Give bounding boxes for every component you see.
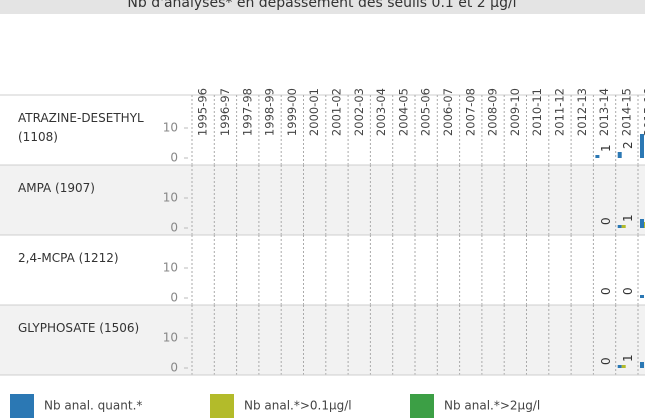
bar <box>617 365 622 368</box>
bar <box>621 225 626 228</box>
row-label-box: AMPA (1907) <box>18 181 95 195</box>
column-label: 2007-08 <box>463 88 477 136</box>
column-label: 2003-04 <box>374 88 388 136</box>
data-label: 1 <box>599 144 613 152</box>
legend-label: Nb anal.*>0.1µg/l <box>244 399 352 413</box>
column-label: 2008-09 <box>486 88 500 136</box>
column-label: 2006-07 <box>441 88 455 136</box>
column-label: 2001-02 <box>329 88 343 136</box>
title-band <box>0 0 645 14</box>
row-label: AMPA (1907) <box>18 181 95 195</box>
column-label: 2004-05 <box>396 88 410 136</box>
column-label: 2002-03 <box>352 88 366 136</box>
y-tick-label: 0 <box>170 221 178 235</box>
bar <box>640 362 644 368</box>
data-label: 0 <box>621 287 635 295</box>
data-label: 1 <box>621 214 635 222</box>
legend-swatch <box>210 394 234 418</box>
legend-swatch <box>10 394 34 418</box>
y-tick-label: 0 <box>170 151 178 165</box>
column-label: 1995-96 <box>196 88 210 136</box>
data-label: 2 <box>644 351 645 359</box>
column-label: 2009-10 <box>508 88 522 136</box>
data-label: 2 <box>621 141 635 149</box>
column-label: 2005-06 <box>419 88 433 136</box>
row-label: GLYPHOSATE (1506) <box>18 321 140 335</box>
legend-label: Nb anal. quant.* <box>44 399 142 413</box>
column-label: 2000-01 <box>307 88 321 136</box>
chart-title: Nb d'analyses* en dépassement des seuils… <box>127 0 516 11</box>
data-label: 0 <box>599 217 613 225</box>
data-label: 0 <box>599 287 613 295</box>
row-label-box: 2,4-MCPA (1212) <box>18 251 119 265</box>
column-label: 2012-13 <box>575 88 589 136</box>
y-tick-label: 10 <box>163 331 178 345</box>
data-label: 0 <box>599 357 613 365</box>
column-label: 2014-15 <box>619 88 633 136</box>
y-tick-label: 10 <box>163 121 178 135</box>
column-label: 1996-97 <box>218 88 232 136</box>
column-label: 2011-12 <box>552 88 566 136</box>
column-label: 2010-11 <box>530 88 544 136</box>
column-label: 1998-99 <box>263 88 277 136</box>
legend-swatch <box>410 394 434 418</box>
column-label: 2013-14 <box>597 88 611 136</box>
y-tick-label: 0 <box>170 291 178 305</box>
data-label: 8 <box>644 123 645 131</box>
bar <box>640 134 644 158</box>
column-label: 2015-16 <box>642 88 645 136</box>
data-label: 1 <box>621 354 635 362</box>
data-label: 1 <box>644 284 645 292</box>
bar <box>621 365 626 368</box>
row-band <box>0 305 645 375</box>
data-label: 3 <box>644 208 645 216</box>
row-label-box: ATRAZINE-DESETHYL (1108) <box>18 111 144 144</box>
row-band <box>0 165 645 235</box>
bar <box>640 295 644 298</box>
y-tick-label: 10 <box>163 191 178 205</box>
row-label: 2,4-MCPA (1212) <box>18 251 119 265</box>
y-tick-label: 0 <box>170 361 178 375</box>
row-label-box: GLYPHOSATE (1506) <box>18 321 140 335</box>
y-tick-label: 10 <box>163 261 178 275</box>
row-label: ATRAZINE-DESETHYL (1108) <box>18 111 144 144</box>
bar <box>617 225 622 228</box>
legend-label: Nb anal.*>2µg/l <box>444 399 540 413</box>
bar <box>617 152 622 158</box>
bar <box>595 155 600 158</box>
column-label: 1997-98 <box>240 88 254 136</box>
bar <box>640 219 644 228</box>
column-label: 1999-00 <box>285 88 299 136</box>
